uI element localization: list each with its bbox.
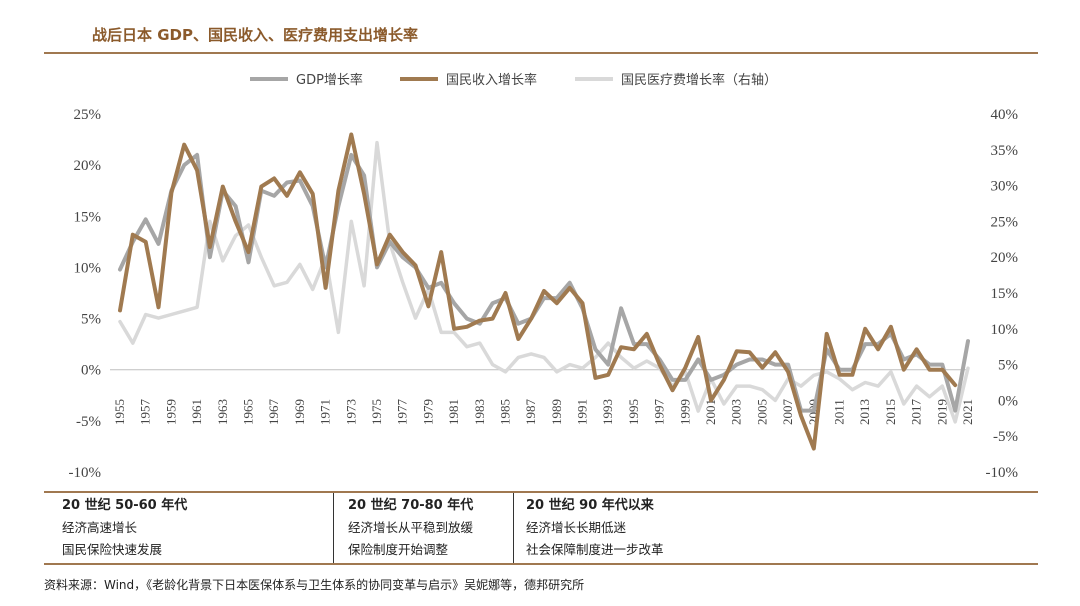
x-axis-tick-label: 1999 (677, 399, 692, 425)
legend-label: 国民医疗费增长率（右轴） (621, 72, 777, 88)
x-axis-tick-label: 2003 (729, 399, 744, 425)
series-lines (118, 132, 970, 451)
right-axis-tick-label: 0% (998, 393, 1018, 409)
series-line (118, 152, 970, 413)
right-axis-tick-label: 20% (991, 250, 1019, 266)
x-axis-tick-label: 2001 (703, 399, 718, 425)
left-y-axis: 25% 20% 15% 10% 5% 0% -5% -10% (69, 107, 102, 481)
x-axis-tick-label: 1979 (420, 399, 435, 425)
x-axis-tick-label: 1985 (497, 399, 512, 425)
series-line (118, 140, 970, 424)
x-axis-tick-label: 1995 (626, 399, 641, 425)
right-axis-tick-label: 30% (991, 179, 1019, 195)
period-summary-table: 20 世纪 50-60 年代 经济高速增长 国民保险快速发展 20 世纪 70-… (44, 491, 1038, 565)
x-axis-tick-label: 1967 (266, 399, 281, 426)
x-axis-tick-label: 1991 (575, 399, 590, 425)
legend-label: 国民收入增长率 (446, 72, 537, 88)
right-axis-tick-label: 25% (991, 214, 1019, 230)
period-row: 经济增长长期低迷 (526, 520, 627, 535)
right-axis-tick-label: 5% (998, 358, 1018, 374)
x-axis-tick-label: 2007 (780, 399, 795, 426)
left-axis-tick-label: 0% (81, 363, 101, 379)
chart-legend: GDP增长率 国民收入增长率 国民医疗费增长率（右轴） (250, 72, 777, 88)
series-line (118, 132, 958, 451)
legend-label: GDP增长率 (296, 72, 363, 88)
right-axis-tick-label: -5% (993, 429, 1018, 445)
x-axis-tick-label: 1969 (292, 399, 307, 425)
x-axis: 1955 1957 1959 1961 1963 1965 1967 1969 1971 1973… (112, 399, 975, 426)
right-axis-tick-label: 35% (991, 143, 1019, 159)
left-axis-tick-label: 5% (81, 312, 101, 328)
x-axis-tick-label: 1971 (318, 399, 333, 425)
x-axis-tick-label: 1989 (549, 399, 564, 425)
left-axis-tick-label: -5% (76, 414, 101, 430)
chart-title: 战后日本 GDP、国民收入、医疗费用支出增长率 (92, 26, 418, 44)
period-header: 20 世纪 50-60 年代 (62, 498, 188, 513)
x-axis-tick-label: 2017 (909, 399, 924, 426)
left-axis-tick-label: 25% (74, 107, 102, 123)
period-row: 保险制度开始调整 (348, 542, 449, 557)
x-axis-tick-label: 1959 (163, 399, 178, 425)
x-axis-tick-label: 1955 (112, 399, 127, 425)
right-axis-tick-label: -10% (986, 465, 1019, 481)
x-axis-tick-label: 1973 (343, 399, 358, 425)
x-axis-tick-label: 2013 (857, 399, 872, 425)
x-axis-tick-label: 1957 (138, 399, 153, 426)
left-axis-tick-label: 20% (74, 158, 102, 174)
x-axis-tick-label: 1981 (446, 399, 461, 425)
left-axis-tick-label: -10% (69, 465, 102, 481)
x-axis-tick-label: 2021 (960, 399, 975, 425)
right-axis-tick-label: 10% (991, 322, 1019, 338)
right-axis-tick-label: 40% (991, 107, 1019, 123)
period-row: 经济高速增长 (62, 520, 138, 535)
left-axis-tick-label: 15% (74, 209, 102, 225)
x-axis-tick-label: 1993 (600, 399, 615, 425)
period-header: 20 世纪 70-80 年代 (348, 498, 474, 513)
x-axis-tick-label: 1987 (523, 399, 538, 426)
x-axis-tick-label: 1961 (189, 399, 204, 425)
period-row: 经济增长从平稳到放缓 (348, 520, 474, 535)
source-note: 资料来源：Wind，《老龄化背景下日本医保体系与卫生体系的协同变革与启示》吴妮娜… (44, 578, 585, 592)
growth-rate-line-chart: GDP增长率 国民收入增长率 国民医疗费增长率（右轴） 25% 20% 15% 10% 5%… (69, 72, 1019, 481)
period-column-1970s-80s: 20 世纪 70-80 年代 经济增长从平稳到放缓 保险制度开始调整 (334, 493, 514, 563)
x-axis-tick-label: 2011 (832, 399, 847, 425)
x-axis-tick-label: 2019 (934, 399, 949, 425)
x-axis-tick-label: 1963 (215, 399, 230, 425)
x-axis-tick-label: 1997 (652, 399, 667, 426)
right-axis-tick-label: 15% (991, 286, 1019, 302)
right-y-axis: 40% 35% 30% 25% 20% 15% 10% 5% 0% -5% -10% (986, 107, 1019, 481)
period-column-1950s-60s: 20 世纪 50-60 年代 经济高速增长 国民保险快速发展 (44, 493, 334, 563)
x-axis-tick-label: 1965 (240, 399, 255, 425)
x-axis-tick-label: 1975 (369, 399, 384, 425)
title-divider (44, 52, 1038, 54)
period-row: 社会保障制度进一步改革 (526, 542, 664, 557)
x-axis-tick-label: 1977 (395, 399, 410, 426)
period-column-1990s-on: 20 世纪 90 年代以来 经济增长长期低迷 社会保障制度进一步改革 (514, 493, 1038, 563)
period-row: 国民保险快速发展 (62, 542, 163, 557)
x-axis-tick-label: 2005 (754, 399, 769, 425)
x-axis-tick-label: 2015 (883, 399, 898, 425)
left-axis-tick-label: 10% (74, 260, 102, 276)
x-axis-tick-label: 1983 (472, 399, 487, 425)
period-header: 20 世纪 90 年代以来 (526, 498, 654, 513)
